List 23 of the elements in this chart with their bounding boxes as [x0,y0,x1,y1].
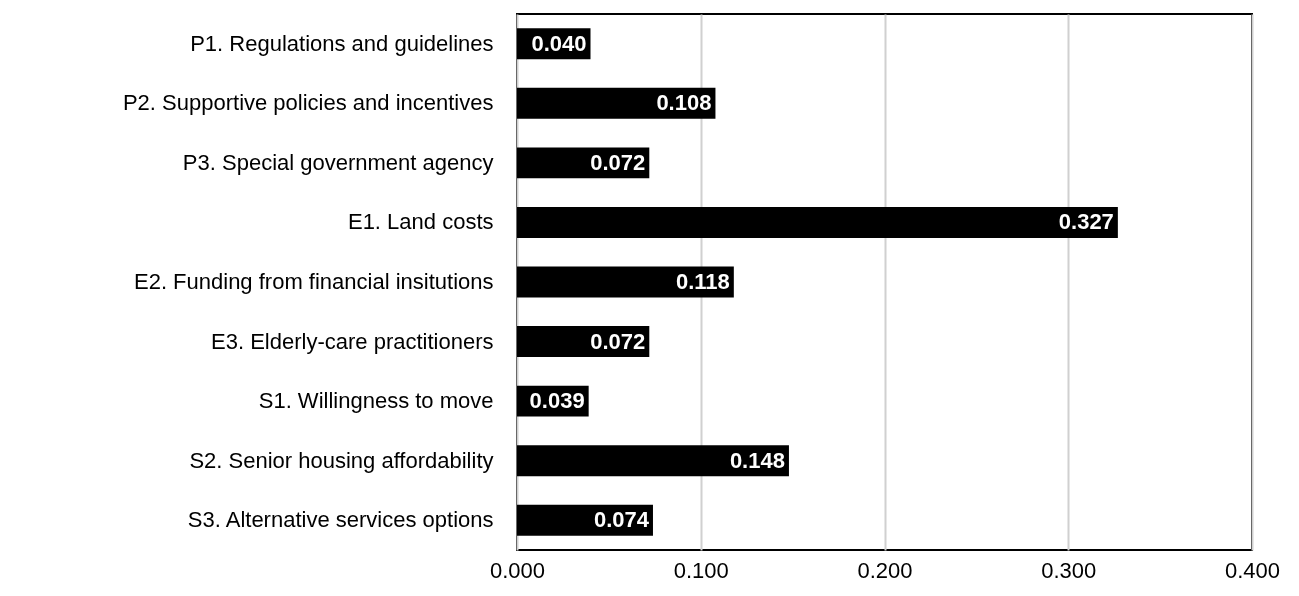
x-tick-label: 0.300 [1041,557,1097,583]
x-tick-label: 0.000 [489,557,546,583]
y-tick-label: S1. Willingness to move [258,388,494,414]
data-label: 0.074 [593,507,650,533]
data-label: 0.327 [1058,209,1114,235]
y-tick-label: S3. Alternative services options [187,507,494,533]
data-label: 0.072 [590,149,646,175]
data-label: 0.072 [590,328,646,354]
y-tick-label: E1. Land costs [347,209,494,235]
y-tick-label: P2. Supportive policies and incentives [122,90,494,116]
y-tick-label: E3. Elderly-care practitioners [211,328,494,354]
y-tick-label: S2. Senior housing affordability [189,447,494,473]
x-tick-label: 0.400 [1224,557,1281,583]
data-label: 0.040 [531,30,587,56]
data-label: 0.148 [729,447,785,473]
x-tick-label: 0.200 [857,557,913,583]
x-tick-label: 0.100 [673,557,729,583]
data-label: 0.108 [656,90,712,116]
y-tick-label: P3. Special government agency [182,149,494,175]
data-label: 0.118 [675,269,730,294]
y-tick-label: P1. Regulations and guidelines [190,30,494,56]
data-label: 0.039 [529,388,585,414]
y-tick-label: E2. Funding from financial insitutions [133,269,494,294]
